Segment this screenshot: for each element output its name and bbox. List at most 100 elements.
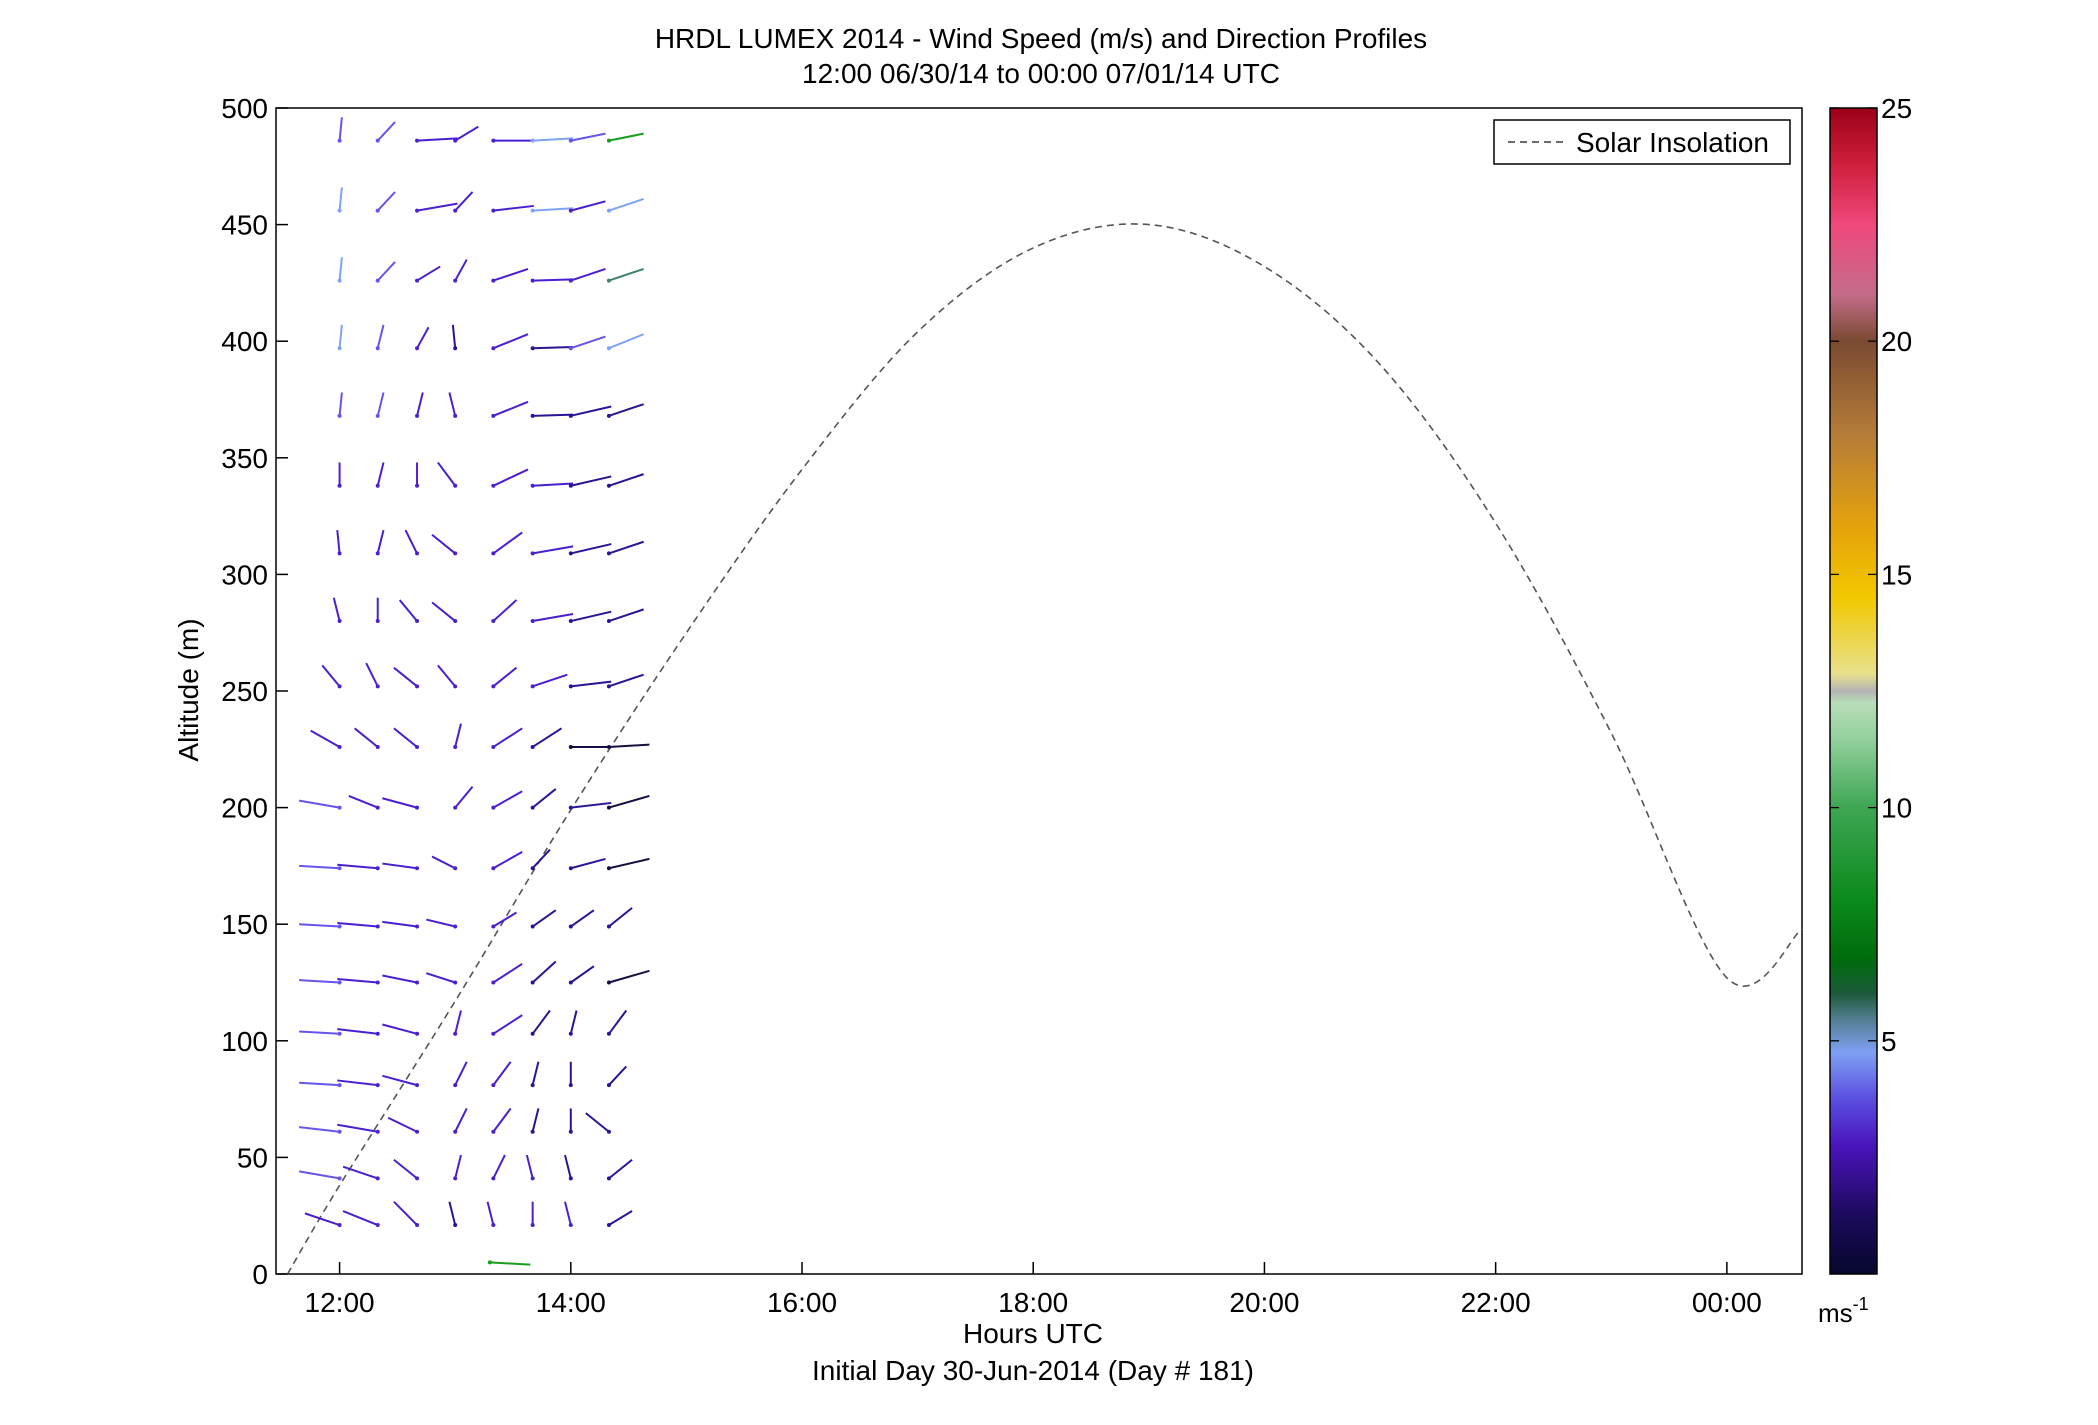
y-tick-label: 150 bbox=[221, 909, 268, 940]
wind-vector bbox=[337, 1028, 378, 1035]
y-tick-label: 350 bbox=[221, 443, 268, 474]
wind-vector bbox=[492, 963, 523, 984]
wind-point bbox=[606, 980, 611, 985]
y-tick-label: 100 bbox=[221, 1026, 268, 1057]
wind-vector bbox=[377, 261, 396, 282]
wind-point bbox=[491, 1176, 496, 1181]
wind-vector bbox=[569, 1010, 578, 1035]
wind-point bbox=[415, 980, 420, 985]
wind-point bbox=[530, 483, 535, 488]
wind-vector bbox=[570, 610, 612, 623]
wind-point bbox=[415, 483, 420, 488]
wind-point bbox=[375, 866, 380, 871]
wind-point bbox=[606, 138, 611, 143]
legend-box bbox=[1493, 119, 1791, 165]
wind-vector bbox=[570, 857, 606, 870]
wind-point bbox=[375, 619, 380, 624]
wind-vector bbox=[608, 857, 650, 870]
wind-point bbox=[491, 483, 496, 488]
wind-point bbox=[491, 1129, 496, 1134]
wind-vector bbox=[492, 1061, 512, 1086]
wind-vector bbox=[353, 727, 379, 748]
wind-vector bbox=[376, 462, 385, 487]
colorbar-scale bbox=[1829, 107, 1878, 1275]
wind-vector bbox=[416, 202, 458, 212]
wind-vector bbox=[416, 326, 430, 349]
wind-vector bbox=[570, 965, 595, 984]
y-tick-label: 300 bbox=[221, 559, 268, 590]
y-tick-label: 200 bbox=[221, 793, 268, 824]
y-tick-label: 400 bbox=[221, 326, 268, 357]
wind-vector bbox=[493, 267, 529, 282]
wind-point bbox=[491, 413, 496, 418]
wind-vector bbox=[531, 1061, 540, 1086]
wind-vector bbox=[532, 413, 574, 417]
wind-point bbox=[568, 551, 573, 556]
wind-vector bbox=[608, 969, 650, 984]
wind-vector bbox=[532, 482, 574, 487]
wind-point bbox=[568, 866, 573, 871]
wind-point bbox=[491, 346, 496, 351]
wind-vector bbox=[451, 324, 457, 349]
wind-vector bbox=[531, 848, 551, 869]
wind-vector bbox=[608, 794, 650, 809]
wind-point bbox=[415, 1176, 420, 1181]
wind-point bbox=[337, 805, 342, 810]
x-axis-label: Hours UTC bbox=[963, 1318, 1103, 1349]
wind-vector bbox=[416, 137, 458, 142]
wind-point bbox=[415, 866, 420, 871]
wind-point bbox=[606, 1031, 611, 1036]
wind-vector bbox=[564, 1201, 572, 1226]
wind-vector bbox=[608, 1009, 628, 1035]
wind-vector bbox=[570, 543, 612, 555]
wind-vector bbox=[492, 468, 529, 487]
x-tick-label: 20:00 bbox=[1229, 1287, 1299, 1318]
wind-vector bbox=[454, 125, 479, 142]
wind-point bbox=[487, 1260, 492, 1265]
wind-vector bbox=[531, 1009, 551, 1035]
wind-vector bbox=[382, 974, 418, 984]
wind-vector bbox=[310, 729, 341, 748]
wind-vector bbox=[337, 1079, 378, 1087]
wind-vector bbox=[382, 862, 418, 870]
wind-vector bbox=[299, 979, 340, 984]
wind-vector bbox=[454, 191, 474, 212]
wind-point bbox=[606, 1223, 611, 1228]
plot-area bbox=[275, 107, 1803, 1275]
wind-point bbox=[453, 483, 458, 488]
colorbar: ms-1 bbox=[1818, 107, 1878, 1328]
wind-vector bbox=[304, 1212, 340, 1226]
wind-point bbox=[530, 1176, 535, 1181]
wind-vector bbox=[387, 1116, 418, 1133]
wind-point bbox=[337, 1129, 342, 1134]
wind-vector bbox=[454, 785, 474, 809]
wind-vector bbox=[393, 727, 418, 748]
wind-point bbox=[530, 1223, 535, 1228]
wind-vector bbox=[332, 597, 341, 622]
wind-point bbox=[415, 413, 420, 418]
wind-vector bbox=[608, 608, 644, 622]
x-tick-label: 00:00 bbox=[1692, 1287, 1762, 1318]
wind-vector bbox=[454, 1061, 468, 1086]
wind-vector bbox=[492, 599, 518, 622]
x-tick-label: 18:00 bbox=[998, 1287, 1068, 1318]
wind-point bbox=[415, 619, 420, 624]
wind-vector bbox=[382, 920, 418, 928]
wind-vector bbox=[525, 1154, 534, 1179]
wind-vector bbox=[570, 475, 612, 487]
y-axis-label: Altitude (m) bbox=[173, 618, 204, 761]
wind-vector bbox=[608, 1158, 633, 1180]
wind-vector bbox=[608, 540, 644, 555]
wind-point bbox=[453, 619, 458, 624]
wind-point bbox=[453, 980, 458, 985]
wind-vector bbox=[338, 117, 343, 141]
wind-point bbox=[375, 551, 380, 556]
wind-vector bbox=[493, 204, 534, 212]
x-tick-label: 12:00 bbox=[305, 1287, 375, 1318]
wind-point bbox=[568, 483, 573, 488]
wind-point bbox=[337, 866, 342, 871]
wind-vector bbox=[393, 666, 418, 688]
x-tick-label: 22:00 bbox=[1461, 1287, 1531, 1318]
wind-vector bbox=[404, 529, 418, 554]
